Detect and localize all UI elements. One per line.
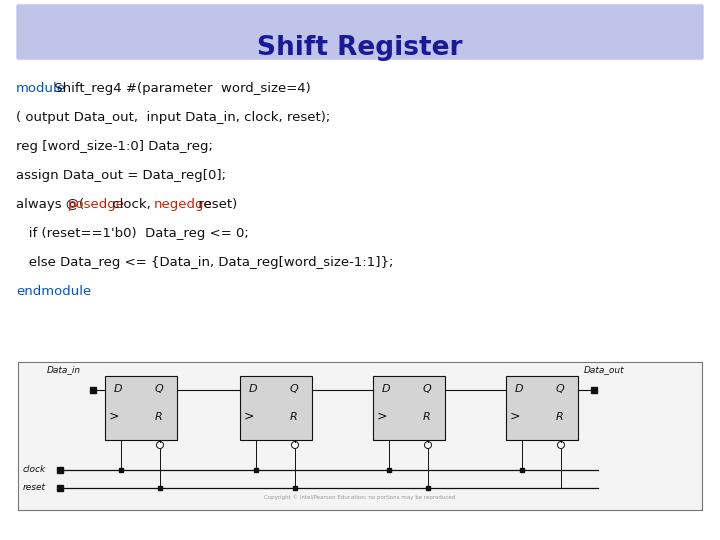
- FancyBboxPatch shape: [17, 5, 703, 59]
- Text: posedge: posedge: [68, 198, 125, 211]
- Text: Q: Q: [423, 384, 432, 394]
- Text: Q: Q: [290, 384, 299, 394]
- Text: ( output Data_out,  input Data_in, clock, reset);: ( output Data_out, input Data_in, clock,…: [16, 111, 330, 124]
- Text: Copyright © Intel/Pearson Education; no portions may be reproduced: Copyright © Intel/Pearson Education; no …: [264, 494, 456, 500]
- Circle shape: [292, 442, 299, 449]
- Text: clock: clock: [23, 465, 46, 475]
- Text: Data_out: Data_out: [584, 365, 625, 374]
- Bar: [240, 376, 312, 440]
- Bar: [506, 376, 578, 440]
- Text: D: D: [249, 384, 258, 394]
- Text: >: >: [377, 410, 387, 423]
- Circle shape: [425, 442, 431, 449]
- Text: reset: reset: [23, 483, 46, 492]
- Text: else Data_reg <= {Data_in, Data_reg[word_size-1:1]};: else Data_reg <= {Data_in, Data_reg[word…: [16, 256, 393, 269]
- Text: endmodule: endmodule: [16, 285, 91, 298]
- Text: Q: Q: [155, 384, 163, 394]
- Text: R: R: [556, 412, 564, 422]
- Circle shape: [557, 442, 564, 449]
- Text: Shift_reg4 #(parameter  word_size=4): Shift_reg4 #(parameter word_size=4): [50, 82, 311, 95]
- Bar: [105, 376, 177, 440]
- Text: reg [word_size-1:0] Data_reg;: reg [word_size-1:0] Data_reg;: [16, 140, 213, 153]
- Text: module: module: [16, 82, 66, 95]
- Text: assign Data_out = Data_reg[0];: assign Data_out = Data_reg[0];: [16, 169, 226, 182]
- Text: Data_in: Data_in: [47, 365, 81, 374]
- Text: R: R: [155, 412, 163, 422]
- Bar: [18, 362, 702, 510]
- Text: Q: Q: [556, 384, 564, 394]
- Text: >: >: [510, 410, 521, 423]
- Text: >: >: [244, 410, 254, 423]
- Text: >: >: [109, 410, 120, 423]
- Text: D: D: [515, 384, 523, 394]
- Text: R: R: [290, 412, 298, 422]
- Text: negedge: negedge: [154, 198, 212, 211]
- Text: clock,: clock,: [108, 198, 155, 211]
- Text: R: R: [423, 412, 431, 422]
- Bar: [373, 376, 445, 440]
- Text: D: D: [382, 384, 391, 394]
- Circle shape: [156, 442, 163, 449]
- Text: Shift Register: Shift Register: [257, 35, 463, 61]
- Text: D: D: [114, 384, 122, 394]
- Text: if (reset==1'b0)  Data_reg <= 0;: if (reset==1'b0) Data_reg <= 0;: [16, 227, 248, 240]
- Text: always @(: always @(: [16, 198, 84, 211]
- Text: reset): reset): [194, 198, 238, 211]
